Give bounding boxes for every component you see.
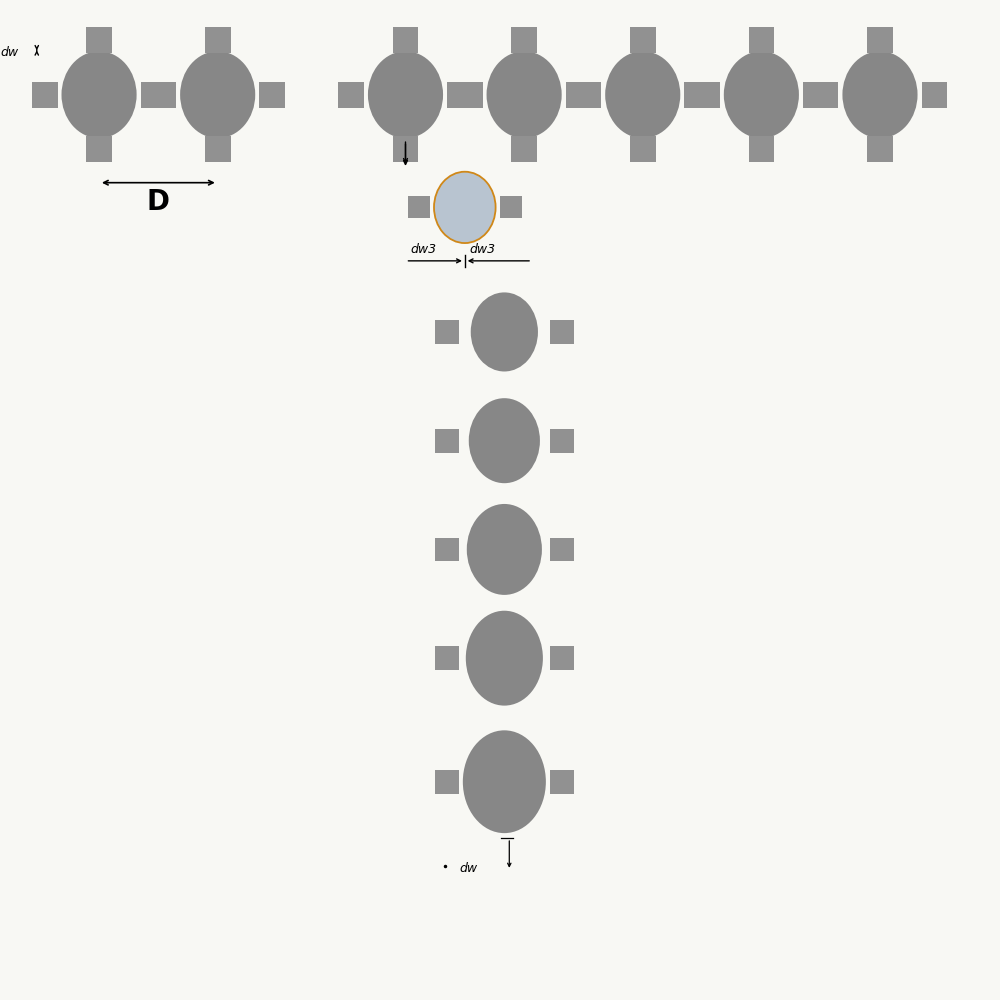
Ellipse shape bbox=[368, 51, 443, 138]
Bar bbox=[393, 27, 418, 53]
Bar bbox=[867, 27, 893, 53]
Bar bbox=[435, 320, 459, 344]
Bar bbox=[749, 136, 774, 162]
Bar bbox=[393, 136, 418, 162]
Bar bbox=[550, 429, 574, 453]
Bar bbox=[550, 770, 574, 794]
Bar bbox=[511, 27, 537, 53]
Bar bbox=[447, 82, 473, 108]
Bar bbox=[630, 27, 656, 53]
Bar bbox=[550, 320, 574, 344]
Bar bbox=[630, 136, 656, 162]
Ellipse shape bbox=[434, 172, 496, 243]
Bar bbox=[694, 82, 720, 108]
Bar bbox=[684, 82, 710, 108]
Bar bbox=[813, 82, 838, 108]
Bar bbox=[205, 136, 231, 162]
Bar bbox=[338, 82, 364, 108]
Bar bbox=[259, 82, 285, 108]
Bar bbox=[511, 136, 537, 162]
Text: dw: dw bbox=[1, 46, 19, 59]
Ellipse shape bbox=[61, 51, 137, 138]
Bar bbox=[86, 27, 112, 53]
Text: dw3: dw3 bbox=[470, 243, 496, 256]
Bar bbox=[550, 538, 574, 561]
Bar bbox=[500, 196, 522, 218]
Ellipse shape bbox=[466, 611, 543, 706]
Ellipse shape bbox=[463, 730, 546, 833]
Bar bbox=[566, 82, 591, 108]
Ellipse shape bbox=[467, 504, 542, 595]
Bar bbox=[550, 646, 574, 670]
Ellipse shape bbox=[842, 51, 918, 138]
Bar bbox=[435, 770, 459, 794]
Ellipse shape bbox=[469, 398, 540, 483]
Text: dw: dw bbox=[460, 862, 478, 875]
Bar bbox=[150, 82, 176, 108]
Bar bbox=[922, 82, 947, 108]
Bar bbox=[141, 82, 166, 108]
Bar bbox=[435, 429, 459, 453]
Bar bbox=[435, 538, 459, 561]
Bar bbox=[867, 136, 893, 162]
Ellipse shape bbox=[487, 51, 562, 138]
Bar bbox=[749, 27, 774, 53]
Bar bbox=[435, 646, 459, 670]
Bar bbox=[408, 196, 430, 218]
Bar bbox=[205, 27, 231, 53]
Ellipse shape bbox=[605, 51, 680, 138]
Ellipse shape bbox=[471, 292, 538, 371]
Bar bbox=[457, 82, 483, 108]
Bar bbox=[32, 82, 58, 108]
Text: dw3: dw3 bbox=[410, 243, 437, 256]
Bar bbox=[803, 82, 829, 108]
Ellipse shape bbox=[724, 51, 799, 138]
Text: D: D bbox=[147, 188, 170, 216]
Bar bbox=[576, 82, 601, 108]
Ellipse shape bbox=[180, 51, 255, 138]
Bar bbox=[86, 136, 112, 162]
